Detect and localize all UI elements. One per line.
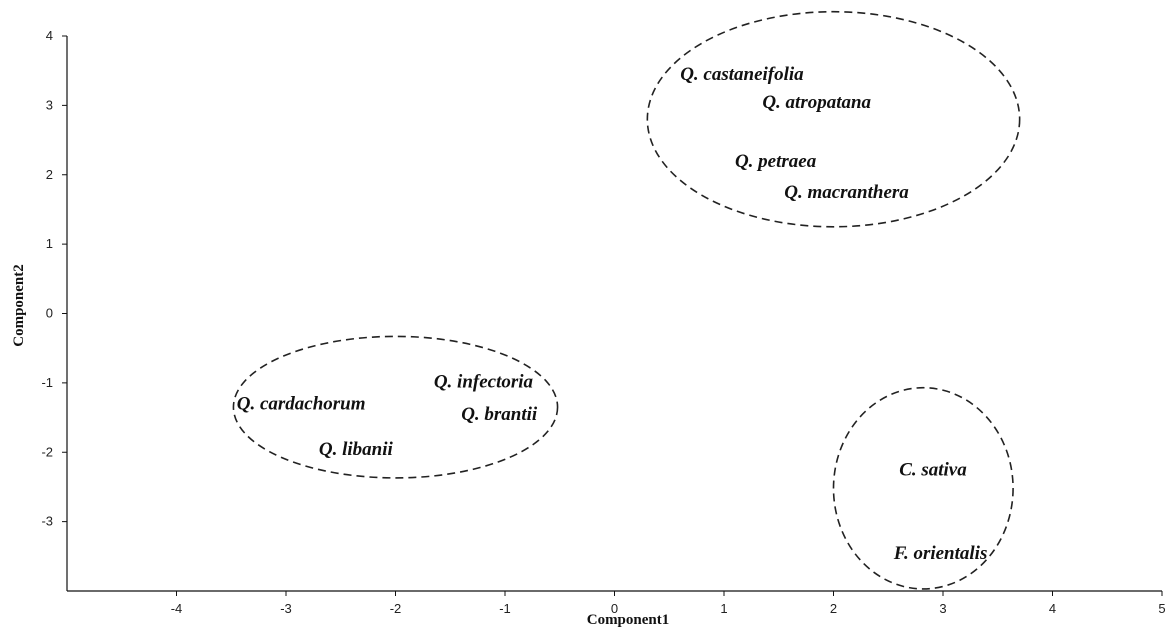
y-tick-label: 1 xyxy=(46,236,53,251)
x-axis-title: Component1 xyxy=(587,612,670,628)
point-label: Q. macranthera xyxy=(784,182,909,203)
x-tick-label: -1 xyxy=(499,601,511,616)
y-tick-label: 3 xyxy=(46,97,53,112)
cluster-ellipse xyxy=(232,335,559,479)
x-tick-label: -3 xyxy=(280,601,292,616)
point-label: Q. castaneifolia xyxy=(680,64,804,85)
point-label: Q. libanii xyxy=(319,439,394,460)
x-tick-label: 4 xyxy=(1049,601,1056,616)
point-label: Q. petraea xyxy=(735,151,817,172)
point-label: Q. infectoria xyxy=(434,371,534,392)
cluster-ellipses xyxy=(232,10,1021,590)
axes xyxy=(66,36,1162,592)
y-axis-ticks: -3 -2 -1 0 1 2 3 4 xyxy=(41,28,67,529)
x-tick-label: 0 xyxy=(611,601,618,616)
point-label: C. sativa xyxy=(899,460,967,481)
point-labels: Q. castaneifolia Q. atropatana Q. petraea Q… xyxy=(237,64,988,564)
x-tick-label: 3 xyxy=(939,601,946,616)
x-tick-label: 1 xyxy=(720,601,727,616)
point-label: F. orientalis xyxy=(893,543,988,564)
x-tick-label: 5 xyxy=(1158,601,1165,616)
y-tick-label: 0 xyxy=(46,306,53,321)
y-tick-label: -2 xyxy=(41,444,53,459)
x-tick-label: -2 xyxy=(390,601,402,616)
y-tick-label: -1 xyxy=(41,375,53,390)
y-tick-label: -3 xyxy=(41,514,53,529)
x-axis-ticks: -4 -3 -2 -1 0 1 2 3 4 5 xyxy=(171,591,1166,616)
point-label: Q. brantii xyxy=(461,404,538,425)
point-label: Q. cardachorum xyxy=(237,394,366,415)
cluster-ellipse xyxy=(646,10,1021,228)
y-tick-label: 2 xyxy=(46,167,53,182)
point-label: Q. atropatana xyxy=(762,92,871,113)
y-axis-title: Component2 xyxy=(11,264,27,347)
x-tick-label: -4 xyxy=(171,601,183,616)
x-tick-label: 2 xyxy=(830,601,837,616)
cluster-ellipse xyxy=(832,386,1014,590)
y-tick-label: 4 xyxy=(46,28,53,43)
